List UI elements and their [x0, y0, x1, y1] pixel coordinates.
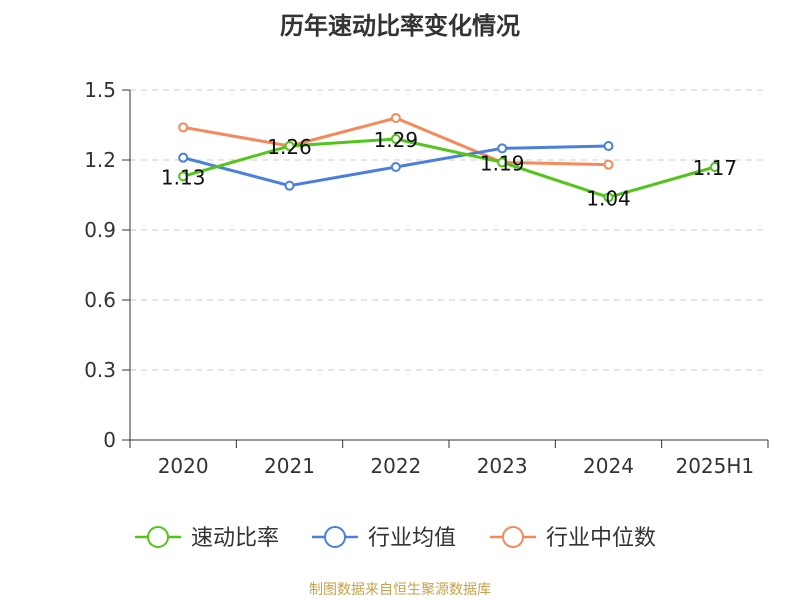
y-tick-label: 0.9 [84, 218, 116, 242]
legend-marker [324, 526, 346, 548]
legend: 速动比率 行业均值 行业中位数 [135, 526, 656, 551]
axes: 0 0.3 0.6 0.9 1.2 1.5 2020 2021 2022 2023 2024 2025… [84, 78, 769, 478]
x-tick-label: 2023 [477, 454, 528, 478]
data-point[interactable] [390, 113, 401, 123]
data-label: 1.19 [480, 151, 525, 175]
data-point[interactable] [390, 162, 401, 172]
data-point[interactable] [709, 162, 720, 172]
x-tick-label: 2021 [264, 454, 315, 478]
data-label: 1.17 [693, 156, 738, 180]
x-tick-label: 2025H1 [675, 454, 754, 478]
data-point[interactable] [178, 152, 189, 163]
y-tick-label: 0.6 [84, 288, 116, 312]
y-tick-label: 1.2 [84, 148, 116, 172]
data-point[interactable] [603, 141, 614, 151]
data-point[interactable] [390, 134, 401, 144]
y-tick-label: 1.5 [84, 78, 116, 102]
source-note: 制图数据来自恒生聚源数据库 [309, 582, 491, 598]
data-point[interactable] [497, 157, 508, 168]
legend-label[interactable]: 行业中位数 [546, 526, 656, 551]
x-tick-label: 2022 [370, 454, 421, 478]
data-point[interactable] [603, 159, 614, 170]
data-point[interactable] [603, 192, 614, 203]
legend-label[interactable]: 速动比率 [191, 526, 279, 551]
data-label: 1.04 [586, 186, 631, 210]
series-lines [178, 113, 720, 203]
legend-marker [502, 526, 524, 548]
x-tick-label: 2020 [158, 454, 209, 478]
data-point[interactable] [497, 143, 508, 154]
chart-title: 历年速动比率变化情况 [280, 12, 520, 40]
data-label: 1.13 [161, 165, 206, 189]
x-tick-label: 2024 [583, 454, 634, 478]
y-tick-label: 0.3 [84, 358, 116, 382]
data-point[interactable] [178, 122, 189, 133]
data-point[interactable] [284, 180, 295, 191]
y-tick-label: 0 [103, 428, 116, 452]
series-line-1 [182, 137, 716, 199]
data-labels: 1.13 1.26 1.29 1.19 1.04 1.17 [161, 128, 737, 210]
legend-marker [147, 526, 169, 548]
legend-label[interactable]: 行业均值 [368, 526, 456, 551]
data-point[interactable] [284, 141, 295, 151]
grid-lines [130, 89, 768, 371]
data-label: 1.29 [374, 128, 419, 152]
data-point[interactable] [178, 171, 189, 182]
data-label: 1.26 [267, 135, 312, 159]
